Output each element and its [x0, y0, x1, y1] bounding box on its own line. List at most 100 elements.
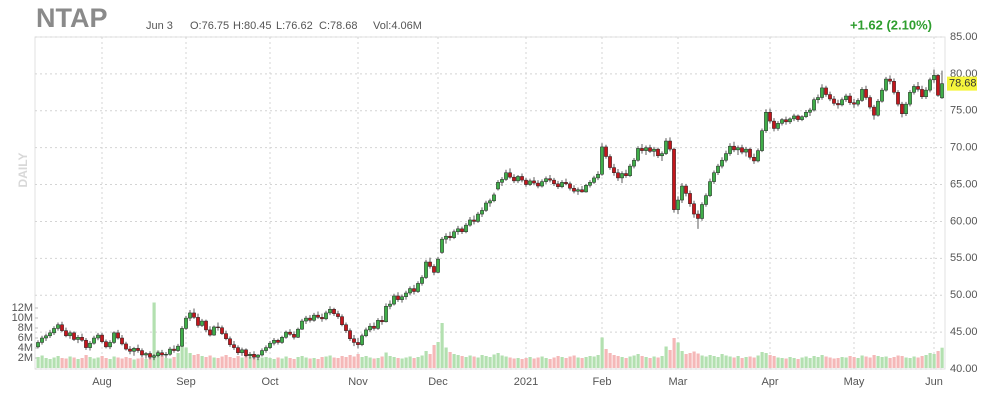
volume-bar — [512, 358, 516, 368]
candle-body — [600, 146, 604, 175]
candle-body — [388, 303, 392, 307]
date: Jun 3 — [146, 20, 173, 32]
volume-bar — [940, 347, 944, 368]
candle-body — [424, 261, 428, 278]
candle-body — [824, 87, 828, 95]
candle-body — [132, 348, 136, 352]
volume-bar — [224, 355, 228, 368]
candle-body — [904, 103, 908, 114]
volume-bar — [464, 357, 468, 368]
candle-body — [880, 89, 884, 102]
volume-bar — [704, 356, 708, 368]
volume-bar — [64, 358, 68, 368]
x-tick-label: Mar — [669, 376, 688, 388]
candle-body — [652, 148, 656, 152]
volume-bar — [108, 359, 112, 368]
volume-bar — [120, 358, 124, 368]
y-tick-label: 65.00 — [950, 178, 978, 190]
candle-body — [400, 296, 404, 300]
candle-body — [64, 330, 68, 337]
volume-bar — [472, 356, 476, 368]
candle-body — [644, 147, 648, 151]
candle-body — [936, 75, 940, 96]
candle-body — [692, 203, 696, 215]
candle-body — [128, 348, 132, 352]
volume-bar — [132, 359, 136, 368]
volume-bar — [392, 357, 396, 368]
candle-body — [628, 165, 632, 176]
volume-bar — [824, 356, 828, 368]
volume-bar — [432, 345, 436, 368]
candle-body — [208, 329, 212, 336]
volume-bar — [560, 357, 564, 368]
volume-bar — [848, 356, 852, 368]
candle-body — [800, 116, 804, 120]
volume-bar — [176, 353, 180, 368]
volume-bar — [780, 358, 784, 368]
candle-body — [392, 295, 396, 305]
candle-body — [764, 112, 768, 131]
volume-bar — [340, 356, 344, 368]
candle-body — [752, 157, 756, 162]
candle-body — [396, 295, 400, 300]
volume-bar — [200, 356, 204, 368]
volume-bar — [720, 354, 724, 368]
volume-bar — [272, 359, 276, 368]
volume-bar — [412, 358, 416, 368]
candle-body — [568, 183, 572, 189]
candle-body — [48, 332, 52, 337]
candle-body — [480, 210, 484, 215]
volume-bar — [700, 355, 704, 368]
volume-bar — [252, 358, 256, 368]
candle-body — [104, 341, 108, 348]
candle-body — [232, 344, 236, 348]
candle-body — [256, 354, 260, 358]
volume-bar — [548, 359, 552, 368]
volume-bar — [784, 358, 788, 368]
candle-body — [532, 180, 536, 184]
x-tick-label: Feb — [593, 376, 612, 388]
candle-body — [288, 331, 292, 335]
y2-tick-label: 2M — [18, 352, 33, 364]
volume-bar — [444, 347, 448, 368]
candle-body — [836, 103, 840, 106]
candle-body — [772, 120, 776, 129]
candle-body — [112, 332, 116, 343]
y-tick-label: 45.00 — [950, 326, 978, 338]
volume-bar — [632, 355, 636, 368]
candle-body — [784, 119, 788, 123]
volume-bar — [84, 355, 88, 368]
volume-bar — [212, 357, 216, 368]
candle-body — [668, 140, 672, 150]
candle-body — [352, 338, 356, 343]
candle-body — [552, 179, 556, 185]
volume-bar — [716, 357, 720, 368]
volume-bar — [300, 356, 304, 368]
x-tick-label: 2021 — [514, 376, 538, 388]
candle-body — [200, 320, 204, 326]
volume-bar — [516, 358, 520, 368]
candle-body — [176, 345, 180, 351]
candle-body — [860, 89, 864, 101]
low: L:76.62 — [276, 20, 313, 32]
candle-body — [544, 178, 548, 182]
volume-bar — [760, 352, 764, 368]
volume-bar — [316, 359, 320, 368]
volume-bar — [888, 358, 892, 368]
candle-body — [484, 202, 488, 211]
candle-body — [656, 148, 660, 157]
volume-bar — [872, 355, 876, 368]
volume-bar — [96, 357, 100, 368]
candle-body — [680, 185, 684, 201]
candle-body — [596, 173, 600, 179]
candle-body — [436, 258, 440, 273]
candle-body — [932, 75, 936, 81]
candle-body — [252, 353, 256, 358]
candle-body — [524, 179, 528, 185]
volume-bar — [232, 358, 236, 368]
volume-bar — [736, 356, 740, 368]
candle-body — [736, 147, 740, 151]
candle-body — [372, 325, 376, 329]
volume-bar — [624, 358, 628, 368]
